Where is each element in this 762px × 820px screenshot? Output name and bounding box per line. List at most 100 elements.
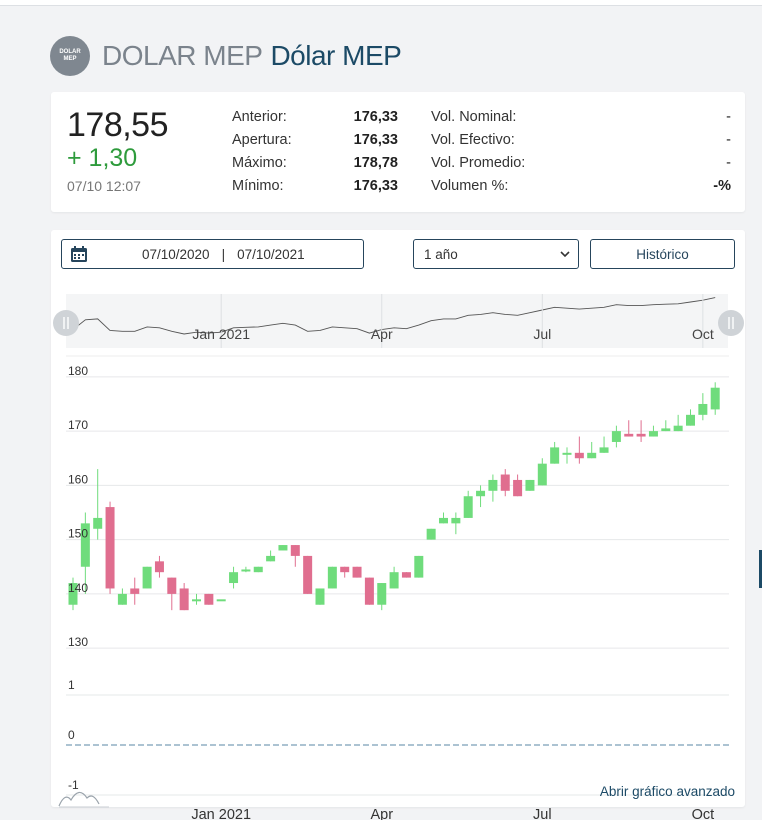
stat-label-vol-promedio: Vol. Promedio: [431,155,526,171]
candle [315,588,325,605]
candle [513,474,523,497]
x-tick-label: Jul [533,807,552,820]
instrument-header: DOLAR MEP DOLAR MEP Dólar MEP [50,36,402,76]
candle-body [476,490,486,497]
candle-body [513,479,523,497]
candle [562,447,572,464]
candle-body [216,599,226,602]
candle-body [204,593,214,605]
quote-card: 178,55 + 1,30 07/10 12:07 Anterior: 176,… [51,92,745,212]
candle-body [611,431,621,442]
candle [142,566,152,589]
candle [488,474,498,502]
price-tick-label: 140 [68,581,88,595]
candlestick-chart[interactable]: Jan 2021 Apr Jul Oct 180 170 160 150 140 130 1 0 -1… [51,280,745,820]
date-from[interactable]: 07/10/2020 [142,246,210,262]
candle [698,393,708,421]
side-scroll-indicator[interactable] [759,550,762,588]
advanced-chart-link[interactable]: Abrir gráfico avanzado [599,784,735,799]
candle [500,469,510,497]
x-tick-label: Jan 2021 [191,807,251,820]
candle [476,485,486,508]
price-tick-label: 150 [68,527,88,541]
candle [661,420,671,432]
candle-body [192,599,201,602]
candle-body [179,588,189,611]
navigator-tick-label: Apr [371,326,393,342]
quote-time: 07/10 12:07 [67,178,141,194]
x-tick-label: Apr [370,807,393,820]
last-price: 178,55 [67,106,169,144]
candle [278,545,288,551]
candle [401,572,411,578]
candle [192,593,201,605]
ticker-symbol: DOLAR MEP [102,40,263,71]
top-bar [0,0,762,6]
stat-value-vol-nominal: - [726,109,731,125]
navigator-handle-right[interactable] [718,310,744,336]
indicator-tick-label: 0 [68,728,75,742]
date-range-picker[interactable]: 07/10/2020 | 07/10/2021 [61,239,364,269]
navigator-tick-label: Jul [533,326,551,342]
candle [117,588,127,605]
y-axis-labels: 180 170 160 150 140 130 1 0 -1 [68,364,88,792]
candle-body [686,414,695,426]
candle-body [241,569,251,572]
candle-body [364,577,374,605]
candle [93,469,103,540]
candle-body [93,517,103,529]
candle [266,550,276,562]
stat-value-volumen-pct: -% [713,178,731,194]
candle [599,436,609,453]
candle-body [278,545,288,551]
candle [587,441,597,459]
candle-body [266,555,276,562]
candle [229,566,239,589]
handle-circle [718,310,744,336]
historico-button[interactable]: Histórico [590,239,735,269]
candle-body [525,479,535,491]
date-to[interactable]: 07/10/2021 [237,246,305,262]
candle-body [315,588,325,605]
candle-body [562,452,572,455]
candle [204,593,214,605]
candle-body [68,583,78,605]
candle [463,490,473,518]
candle-body [624,433,634,437]
indicator-tick-label: 1 [68,678,75,692]
period-select[interactable]: 1 año [413,239,579,269]
candle-body [117,593,127,605]
candle-body [439,517,448,524]
x-axis-labels: Jan 2021 Apr Jul Oct [191,807,714,820]
logo-line-1: DOLAR [59,49,81,55]
indicator-tick-label: -1 [68,778,79,792]
candle-body [105,507,115,589]
navigator-tick-label: Oct [692,326,714,342]
period-select-value: 1 año [424,246,458,262]
instrument-name: Dólar MEP [270,40,402,71]
candle [710,382,720,415]
mountain-icon [58,791,100,807]
candle-body [661,428,671,432]
candle-body [426,528,436,540]
candle-body [698,403,708,415]
candle [340,566,350,578]
price-tick-label: 160 [68,472,88,486]
candle-body [599,447,609,453]
candle [154,555,164,578]
candle-body [648,431,658,437]
candle [352,566,362,578]
candle-body [303,555,313,594]
candle [290,545,300,567]
stat-label-vol-efectivo: Vol. Efectivo: [431,132,515,148]
candle [130,577,140,605]
candle [414,555,424,578]
candle-body [167,577,177,594]
candles [68,382,720,611]
navigator-handle-left[interactable] [53,310,79,336]
stat-value-vol-efectivo: - [726,132,731,148]
navigator[interactable]: Jan 2021 Apr Jul Oct [53,294,744,348]
candle [216,599,226,602]
date-separator: | [221,246,226,262]
candle-body [154,561,164,573]
